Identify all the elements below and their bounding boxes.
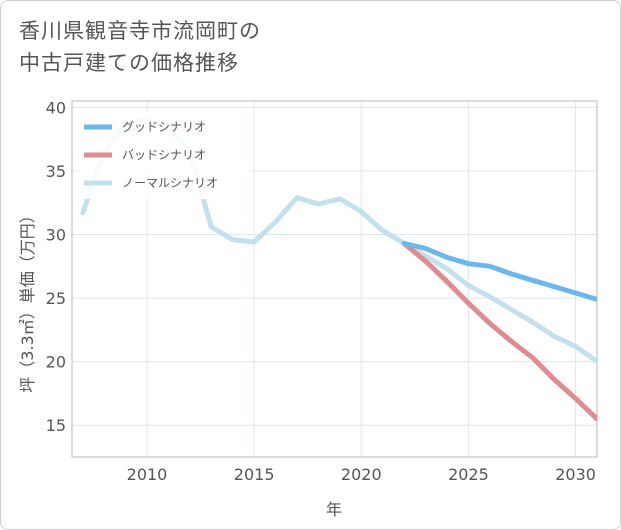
y-axis-title: 坪（3.3㎡）単価（万円） — [18, 207, 37, 392]
x-tick-label: 2020 — [341, 465, 382, 484]
y-tick-label: 20 — [46, 353, 66, 372]
y-tick-label: 25 — [46, 289, 66, 308]
x-tick-label: 2010 — [127, 465, 168, 484]
y-tick-label: 35 — [46, 162, 66, 181]
chart-title-line-2: 中古戸建ての価格推移 — [19, 51, 239, 75]
x-tick-label: 2030 — [555, 465, 596, 484]
legend-label: グッドシナリオ — [122, 120, 206, 134]
x-axis-title: 年 — [326, 500, 342, 519]
y-tick-label: 40 — [46, 98, 66, 117]
legend-label: バッドシナリオ — [122, 148, 206, 162]
chart-title: 香川県観音寺市流岡町の 中古戸建ての価格推移 — [19, 15, 261, 79]
legend-label: ノーマルシナリオ — [122, 176, 218, 190]
y-tick-label: 15 — [46, 416, 66, 435]
plot-area — [71, 100, 598, 458]
series-line-good — [401, 240, 597, 302]
grid-lines — [72, 101, 597, 457]
x-tick-label: 2015 — [234, 465, 275, 484]
chart-title-line-1: 香川県観音寺市流岡町の — [19, 19, 261, 43]
series-line-bad — [401, 240, 597, 422]
x-tick-label: 2025 — [448, 465, 489, 484]
y-tick-label: 30 — [46, 226, 66, 245]
